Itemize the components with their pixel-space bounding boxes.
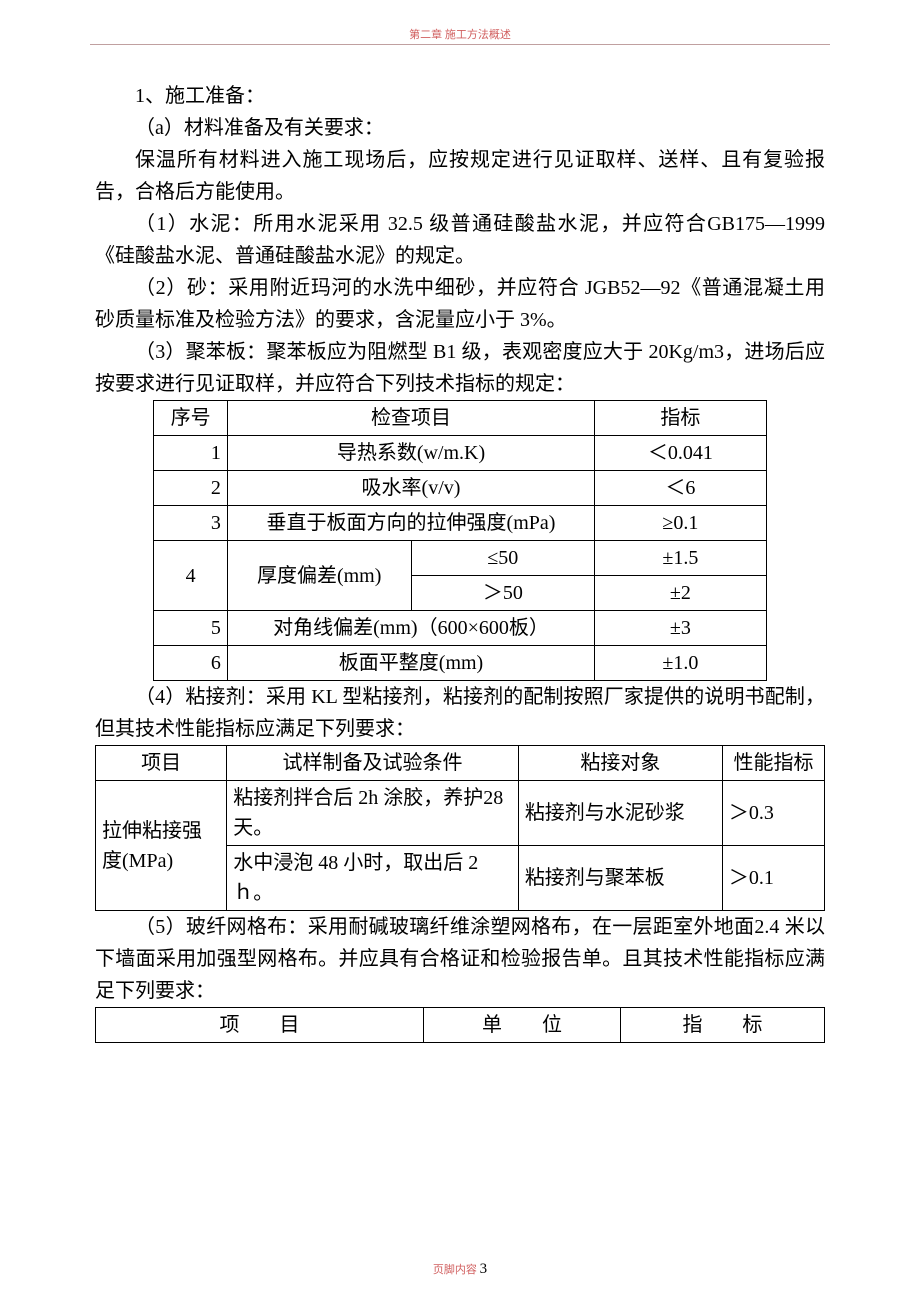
cell-val: ≥0.1 [595,506,766,541]
table-row: 项 目 单 位 指 标 [96,1008,825,1043]
cell-val: ＜6 [595,471,766,506]
cell-perf: ＞0.3 [722,781,824,846]
table-row: 拉伸粘接强度(MPa) 粘接剂拌合后 2h 涂胶，养护28 天。 粘接剂与水泥砂… [96,781,825,846]
para-8: （5）玻纤网格布：采用耐碱玻璃纤维涂塑网格布，在一层距室外地面2.4 米以下墙面… [95,911,825,1007]
table-row: 5 对角线偏差(mm)（600×600板） ±3 [154,611,766,646]
table-row: 序号 检查项目 指标 [154,401,766,436]
cell-n: 5 [154,611,227,646]
table-row: 1 导热系数(w/m.K) ＜0.041 [154,436,766,471]
cell-target: 粘接剂与水泥砂浆 [518,781,722,846]
cell-cond: ≤50 [411,541,595,576]
th-perf: 性能指标 [722,746,824,781]
para-6: （3）聚苯板：聚苯板应为阻燃型 B1 级，表观密度应大于 20Kg/m3，进场后… [95,336,825,400]
page-content: 1、施工准备： （a）材料准备及有关要求： 保温所有材料进入施工现场后，应按规定… [95,80,825,1043]
cell-val: ±2 [595,576,766,611]
footer-label: 页脚内容 [433,1264,477,1276]
cell-val: ±1.0 [595,646,766,681]
cell-cond: 粘接剂拌合后 2h 涂胶，养护28 天。 [227,781,519,846]
cell-val: ±3 [595,611,766,646]
page-header: 第二章 施工方法概述 [0,26,920,45]
cell-cond: ＞50 [411,576,595,611]
cell-val: ±1.5 [595,541,766,576]
page-footer: 页脚内容 3 [0,1261,920,1278]
th-target: 粘接对象 [518,746,722,781]
para-2: （a）材料准备及有关要求： [95,112,825,144]
cell-item: 板面平整度(mm) [227,646,594,681]
th-index: 指 标 [620,1008,824,1043]
para-5: （2）砂：采用附近玛河的水洗中细砂，并应符合 JGB52—92《普通混凝土用砂质… [95,272,825,336]
th-val: 指标 [595,401,766,436]
cell-n: 3 [154,506,227,541]
table-row: 6 板面平整度(mm) ±1.0 [154,646,766,681]
para-7: （4）粘接剂：采用 KL 型粘接剂，粘接剂的配制按照厂家提供的说明书配制，但其技… [95,681,825,745]
cell-item: 垂直于板面方向的拉伸强度(mPa) [227,506,594,541]
th-cond: 试样制备及试验条件 [227,746,519,781]
cell-n: 4 [154,541,227,611]
table-3: 项 目 单 位 指 标 [95,1007,825,1043]
cell-target: 粘接剂与聚苯板 [518,846,722,911]
cell-cond: 水中浸泡 48 小时，取出后 2ｈ。 [227,846,519,911]
cell-n: 2 [154,471,227,506]
para-1: 1、施工准备： [95,80,825,112]
cell-n: 6 [154,646,227,681]
cell-item: 导热系数(w/m.K) [227,436,594,471]
header-text: 第二章 施工方法概述 [409,29,511,41]
table-2: 项目 试样制备及试验条件 粘接对象 性能指标 拉伸粘接强度(MPa) 粘接剂拌合… [95,745,825,911]
table-row: 2 吸水率(v/v) ＜6 [154,471,766,506]
cell-project: 拉伸粘接强度(MPa) [96,781,227,911]
cell-item: 对角线偏差(mm)（600×600板） [227,611,594,646]
header-rule [90,44,830,45]
para-3: 保温所有材料进入施工现场后，应按规定进行见证取样、送样、且有复验报告，合格后方能… [95,144,825,208]
cell-perf: ＞0.1 [722,846,824,911]
cell-n: 1 [154,436,227,471]
page-number: 3 [480,1261,488,1277]
para-4: （1）水泥：所用水泥采用 32.5 级普通硅酸盐水泥，并应符合GB175—199… [95,208,825,272]
th-seq: 序号 [154,401,227,436]
cell-val: ＜0.041 [595,436,766,471]
th-item: 检查项目 [227,401,594,436]
cell-label: 厚度偏差(mm) [227,541,411,611]
cell-item: 吸水率(v/v) [227,471,594,506]
table-row: 3 垂直于板面方向的拉伸强度(mPa) ≥0.1 [154,506,766,541]
table-row: 项目 试样制备及试验条件 粘接对象 性能指标 [96,746,825,781]
th-project: 项目 [96,746,227,781]
table-row: 4 厚度偏差(mm) ≤50 ±1.5 [154,541,766,576]
th-unit: 单 位 [424,1008,621,1043]
th-project: 项 目 [96,1008,424,1043]
table-1: 序号 检查项目 指标 1 导热系数(w/m.K) ＜0.041 2 吸水率(v/… [153,400,766,681]
